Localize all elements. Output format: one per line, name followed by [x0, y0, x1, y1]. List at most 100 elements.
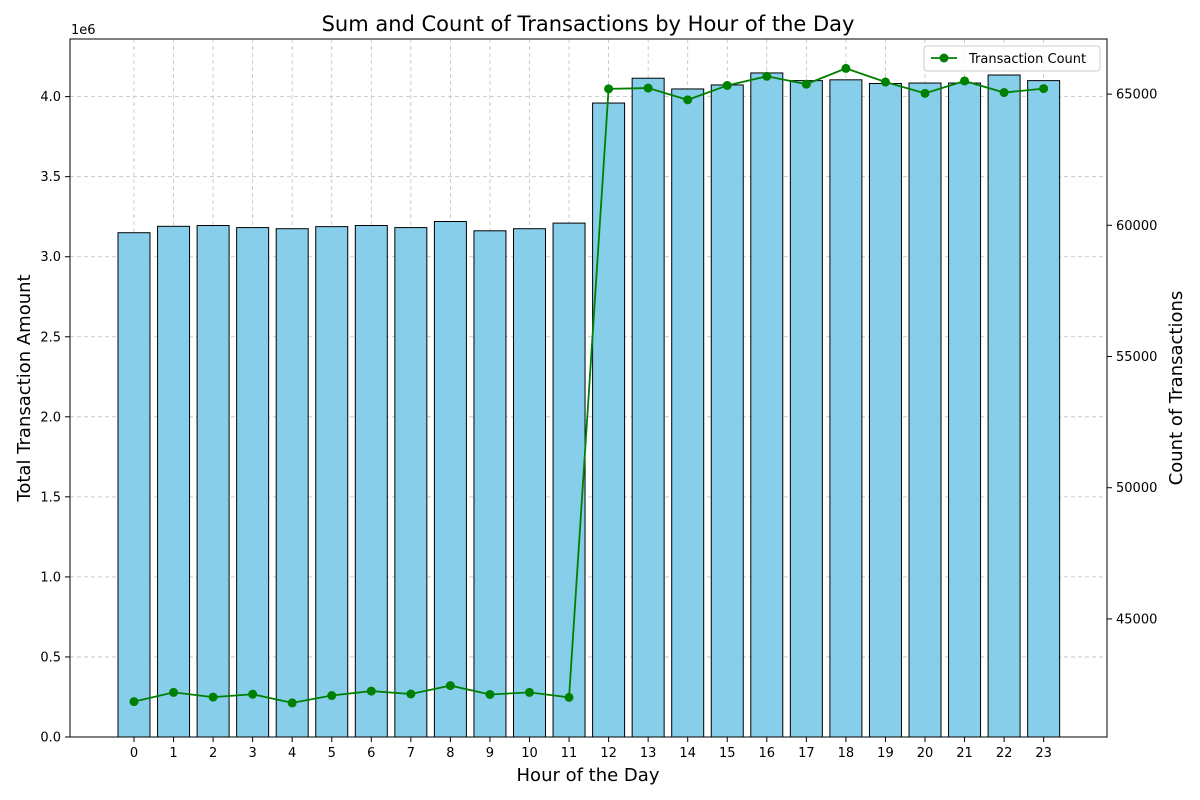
count-point: [880, 77, 890, 87]
bar: [196, 225, 230, 738]
x-tick-label: 5: [328, 746, 336, 761]
x-tick-label: 13: [640, 746, 657, 761]
bar: [592, 102, 626, 738]
bar: [315, 226, 349, 738]
x-axis: 0 1 2 3 4 5 6 7 8 9 10 11 12 13 14 15 16 17 18 19 20 21 22 23: [130, 737, 1052, 761]
y2-axis-title: Count of Transactions: [1166, 291, 1187, 486]
count-point: [445, 681, 455, 691]
count-point: [960, 76, 970, 86]
y-axis-left: 0.0 0.5 1.0 1.5 2.0 2.5 3.0 3.5 4.0: [40, 90, 70, 746]
legend-marker: [939, 53, 949, 63]
bar: [750, 72, 784, 738]
x-tick-label: 10: [521, 746, 538, 761]
bar: [157, 225, 191, 738]
bar: [513, 228, 546, 738]
count-point: [327, 691, 337, 701]
count-point: [564, 692, 574, 702]
y-tick-label: 1.5: [40, 490, 61, 505]
x-tick-label: 3: [249, 746, 257, 761]
x-tick-label: 0: [130, 746, 138, 761]
y-tick-label: 2.0: [40, 410, 61, 425]
bar: [552, 222, 586, 738]
y-tick-label: 0.5: [40, 650, 61, 665]
x-tick-label: 21: [956, 746, 973, 761]
y-tick-label: 4.0: [40, 90, 61, 105]
y-tick-label: 3.5: [40, 170, 61, 185]
bar: [433, 221, 467, 738]
x-tick-label: 4: [288, 746, 296, 761]
x-tick-label: 20: [917, 746, 934, 761]
y2-tick-label: 45000: [1116, 612, 1157, 627]
count-point: [287, 698, 297, 708]
y-tick-label: 1.0: [40, 570, 61, 585]
bar: [236, 227, 270, 738]
count-point: [762, 71, 772, 81]
x-tick-label: 16: [759, 746, 776, 761]
x-tick-label: 23: [1035, 746, 1052, 761]
legend: Transaction Count: [923, 45, 1101, 72]
count-point: [722, 80, 732, 90]
x-axis-title: Hour of the Day: [517, 765, 660, 786]
y-axis-title: Total Transaction Amount: [14, 274, 35, 502]
count-point: [920, 88, 930, 98]
bar: [829, 79, 863, 738]
y2-tick-label: 50000: [1116, 481, 1157, 496]
y2-tick-label: 65000: [1116, 88, 1157, 103]
bar: [671, 88, 705, 738]
bar: [1027, 80, 1061, 738]
y2-tick-label: 55000: [1116, 350, 1157, 365]
count-point: [683, 95, 693, 105]
x-tick-label: 15: [719, 746, 736, 761]
bar: [394, 227, 428, 738]
y-tick-label: 3.0: [40, 250, 61, 265]
count-point: [525, 687, 534, 697]
y-axis-offset-label: 1e6: [71, 23, 96, 38]
line-series: [129, 63, 1049, 708]
count-point: [129, 697, 139, 707]
x-tick-label: 7: [407, 746, 415, 761]
x-tick-label: 22: [996, 746, 1013, 761]
bar-series: [117, 72, 1061, 738]
y2-tick-label: 60000: [1116, 219, 1157, 234]
bar: [987, 74, 1021, 738]
x-tick-label: 2: [209, 746, 217, 761]
chart-title: Sum and Count of Transactions by Hour of…: [322, 12, 855, 36]
y-tick-label: 2.5: [40, 330, 61, 345]
x-tick-label: 6: [367, 746, 375, 761]
bar: [473, 230, 507, 738]
x-tick-label: 19: [877, 746, 894, 761]
count-point: [1039, 84, 1049, 94]
plot-frame: [69, 38, 1108, 738]
legend-box: [923, 45, 1101, 72]
x-tick-label: 14: [679, 746, 696, 761]
x-tick-label: 12: [600, 746, 617, 761]
count-point: [169, 687, 179, 697]
x-tick-label: 8: [446, 746, 454, 761]
count-point: [406, 689, 416, 699]
count-point: [604, 84, 614, 94]
y-axis-right: 45000 50000 55000 60000 65000: [1107, 88, 1157, 627]
count-point: [841, 63, 851, 73]
bar: [948, 82, 982, 738]
count-point: [208, 692, 218, 702]
y-tick-label: 0.0: [40, 731, 61, 746]
bar: [354, 225, 388, 738]
bar: [275, 228, 309, 738]
count-point: [485, 689, 495, 699]
count-point: [801, 79, 811, 89]
bar: [868, 83, 902, 738]
count-line: [133, 67, 1044, 704]
bar: [631, 77, 665, 738]
count-point: [366, 686, 376, 696]
x-tick-label: 18: [838, 746, 855, 761]
x-tick-label: 17: [798, 746, 815, 761]
bar: [117, 232, 151, 738]
legend-label: Transaction Count: [968, 52, 1086, 67]
bar: [908, 82, 942, 738]
bar: [789, 80, 823, 738]
count-point: [248, 689, 258, 699]
x-tick-label: 11: [561, 746, 578, 761]
count-point: [999, 88, 1009, 98]
x-tick-label: 1: [169, 746, 177, 761]
